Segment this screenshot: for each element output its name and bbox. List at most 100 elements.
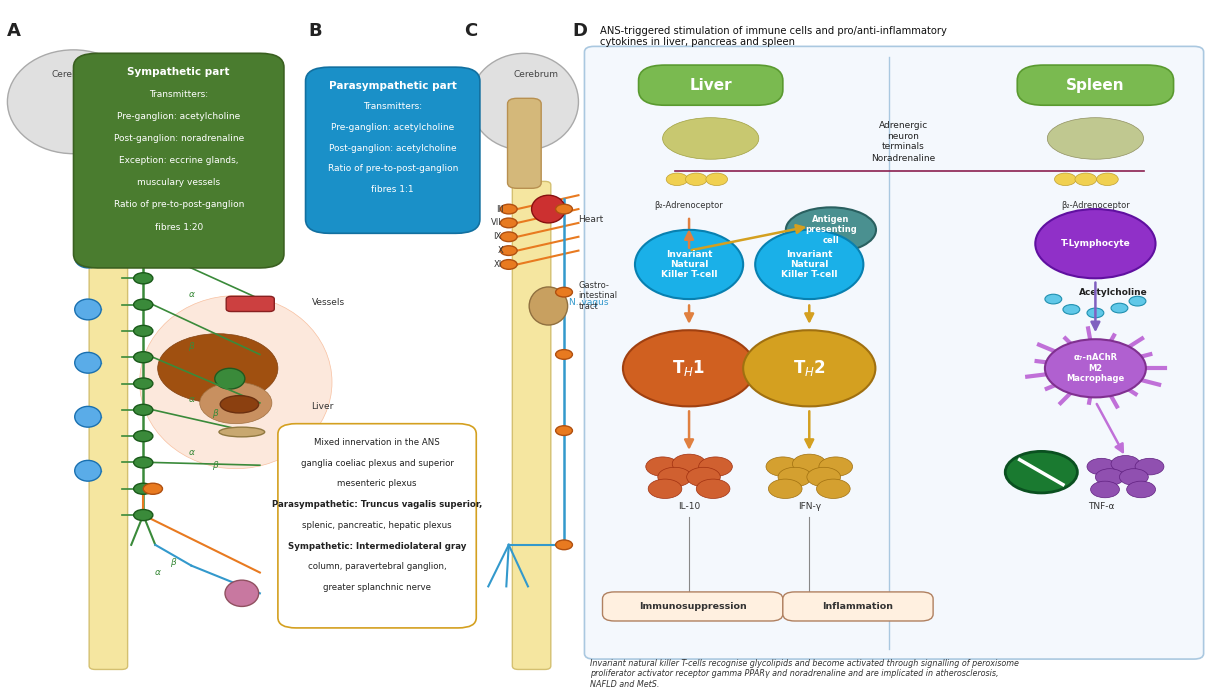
Text: T$_H$1: T$_H$1 — [672, 358, 706, 378]
Circle shape — [500, 260, 517, 269]
Ellipse shape — [75, 299, 101, 320]
Text: Pre-ganglion: acetylcholine: Pre-ganglion: acetylcholine — [331, 123, 454, 132]
Text: Exception: eccrine glands,: Exception: eccrine glands, — [119, 156, 239, 165]
Ellipse shape — [470, 53, 578, 150]
Text: N. vagus: N. vagus — [569, 298, 609, 307]
Circle shape — [134, 483, 153, 494]
FancyBboxPatch shape — [278, 424, 476, 628]
Text: Parasympathetic: Truncus vagalis superior,: Parasympathetic: Truncus vagalis superio… — [272, 500, 482, 509]
Text: greater splanchnic nerve: greater splanchnic nerve — [323, 584, 431, 593]
Text: α: α — [188, 290, 194, 299]
Text: III: III — [496, 205, 504, 214]
Circle shape — [699, 457, 733, 476]
Text: Sympathetic: Intermediolateral gray: Sympathetic: Intermediolateral gray — [288, 542, 466, 551]
FancyBboxPatch shape — [306, 67, 480, 233]
Text: Adrenergic
neuron
terminals: Adrenergic neuron terminals — [878, 121, 928, 151]
Text: mesenteric plexus: mesenteric plexus — [337, 480, 417, 489]
Circle shape — [556, 350, 572, 359]
Circle shape — [766, 457, 800, 476]
Text: IFN-γ: IFN-γ — [798, 503, 821, 511]
Circle shape — [686, 173, 707, 186]
Text: β₂-Adrenoceptor: β₂-Adrenoceptor — [654, 201, 723, 210]
Ellipse shape — [7, 50, 140, 154]
Circle shape — [1087, 308, 1104, 318]
FancyBboxPatch shape — [89, 181, 128, 669]
Ellipse shape — [200, 382, 272, 424]
Ellipse shape — [222, 207, 258, 236]
Circle shape — [778, 467, 812, 487]
Text: β: β — [170, 558, 176, 567]
Circle shape — [500, 218, 517, 228]
Ellipse shape — [75, 406, 101, 427]
Text: Heart: Heart — [312, 218, 337, 228]
Ellipse shape — [663, 118, 759, 159]
Circle shape — [793, 454, 827, 473]
Circle shape — [134, 299, 153, 310]
Circle shape — [646, 457, 680, 476]
Ellipse shape — [786, 207, 876, 253]
Circle shape — [1111, 456, 1140, 472]
Ellipse shape — [756, 230, 863, 299]
FancyBboxPatch shape — [74, 53, 284, 268]
Text: Transmitters:: Transmitters: — [363, 102, 422, 111]
Circle shape — [556, 288, 572, 297]
Text: Antigen
presenting
cell: Antigen presenting cell — [805, 215, 857, 245]
Text: ganglia coeliac plexus and superior: ganglia coeliac plexus and superior — [300, 459, 453, 468]
Text: Gastro-
intestinal
tract: Gastro- intestinal tract — [578, 281, 618, 311]
Circle shape — [743, 330, 875, 406]
Circle shape — [1129, 297, 1146, 306]
Text: A: A — [7, 22, 22, 40]
Circle shape — [817, 479, 851, 498]
Text: Noradrenaline: Noradrenaline — [871, 154, 935, 163]
Text: B: B — [308, 22, 322, 40]
Ellipse shape — [219, 427, 265, 437]
Text: Heart: Heart — [578, 215, 604, 224]
Circle shape — [687, 467, 721, 487]
Circle shape — [134, 193, 153, 205]
Text: splenic, pancreatic, hepatic plexus: splenic, pancreatic, hepatic plexus — [302, 521, 452, 530]
Circle shape — [648, 479, 682, 498]
Ellipse shape — [635, 230, 743, 299]
Circle shape — [1063, 304, 1080, 314]
Circle shape — [1111, 303, 1128, 313]
FancyBboxPatch shape — [602, 592, 783, 621]
Circle shape — [134, 404, 153, 415]
Circle shape — [1005, 452, 1077, 493]
Circle shape — [1035, 209, 1156, 279]
Text: Invariant
Natural
Killer T-cell: Invariant Natural Killer T-cell — [781, 250, 837, 279]
Circle shape — [666, 173, 688, 186]
FancyBboxPatch shape — [507, 98, 541, 188]
Text: X: X — [498, 246, 504, 255]
Text: β: β — [212, 409, 218, 418]
Ellipse shape — [529, 287, 568, 325]
Circle shape — [1135, 459, 1164, 475]
FancyBboxPatch shape — [584, 46, 1204, 659]
Text: T$_H$2: T$_H$2 — [793, 358, 825, 378]
Circle shape — [500, 232, 517, 242]
Ellipse shape — [225, 580, 259, 607]
Ellipse shape — [158, 334, 278, 403]
Circle shape — [1075, 173, 1097, 186]
Text: Invariant natural killer T-cells recognise glycolipids and become activated thro: Invariant natural killer T-cells recogni… — [590, 659, 1019, 689]
Ellipse shape — [1047, 118, 1144, 159]
Text: α₇-nAChR
M2
Macrophage: α₇-nAChR M2 Macrophage — [1066, 353, 1124, 383]
Circle shape — [706, 173, 728, 186]
Circle shape — [769, 479, 803, 498]
Text: Spleen: Spleen — [1066, 77, 1124, 93]
Ellipse shape — [75, 352, 101, 373]
Text: β: β — [188, 342, 194, 351]
Text: fibres 1:20: fibres 1:20 — [154, 223, 202, 232]
Text: IL-10: IL-10 — [678, 503, 700, 511]
Text: Cerebrum: Cerebrum — [513, 70, 559, 79]
Text: Vessels: Vessels — [312, 298, 345, 307]
Text: musculary vessels: musculary vessels — [137, 178, 221, 187]
Circle shape — [623, 330, 756, 406]
Ellipse shape — [75, 192, 101, 212]
Circle shape — [1119, 468, 1148, 485]
Text: XI: XI — [493, 260, 501, 269]
Text: Adrenal
Medulla: Adrenal Medulla — [300, 591, 335, 610]
FancyBboxPatch shape — [227, 297, 275, 311]
Circle shape — [696, 479, 730, 498]
Circle shape — [1095, 468, 1124, 485]
Text: D: D — [572, 22, 588, 40]
